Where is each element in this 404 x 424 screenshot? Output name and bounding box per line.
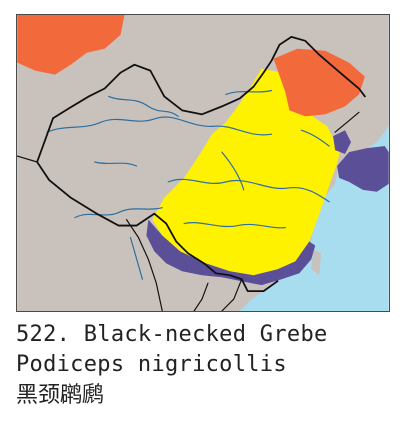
winter-range-south xyxy=(146,219,316,286)
winter-range-bay xyxy=(333,130,351,155)
summer-range-northeast xyxy=(273,48,365,117)
borders xyxy=(17,35,366,311)
taiwan-land xyxy=(311,249,322,276)
rivers xyxy=(46,89,330,280)
species-chinese-name: 黑颈䴙䴘 xyxy=(16,383,105,408)
summer-range-north xyxy=(17,15,125,75)
range-map xyxy=(16,14,390,312)
species-scientific-name: Podiceps nigricollis xyxy=(16,352,287,377)
winter-range-east xyxy=(337,146,389,192)
species-number-and-name: 522. Black-necked Grebe xyxy=(16,322,328,347)
